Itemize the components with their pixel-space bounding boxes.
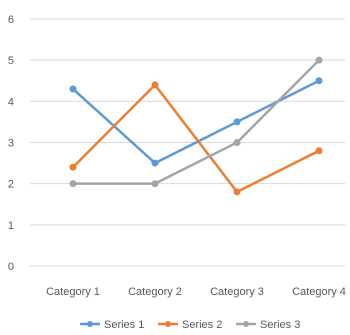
legend-entry: Series 2	[158, 319, 222, 331]
data-point	[233, 118, 241, 126]
data-point	[151, 159, 159, 167]
data-point	[233, 139, 241, 146]
data-point	[151, 180, 159, 188]
data-point	[315, 56, 323, 64]
series-line	[71, 83, 321, 194]
legend-swatch-marker	[87, 321, 93, 327]
y-tick-label: 5	[8, 55, 14, 67]
y-tick-label: 1	[8, 220, 14, 232]
data-point	[315, 77, 323, 85]
data-point	[69, 163, 77, 171]
y-tick-label: 2	[8, 179, 14, 191]
legend-swatch-marker	[165, 321, 171, 327]
y-axis-ticks: 0 1 2 3 4 5 6	[8, 14, 14, 273]
legend-entry: Series 1	[80, 319, 144, 331]
y-tick-label: 3	[8, 138, 14, 150]
series-3	[69, 56, 323, 188]
series-2	[69, 81, 323, 196]
legend-entry: Series 3	[236, 319, 300, 331]
legend-label: Series 2	[182, 319, 222, 331]
x-tick-label: Category 2	[128, 286, 182, 298]
legend-label: Series 1	[104, 319, 144, 331]
gridlines	[30, 18, 345, 267]
legend-swatch-marker	[243, 321, 249, 327]
data-point	[315, 147, 323, 155]
data-point	[233, 188, 241, 196]
data-point	[69, 85, 77, 93]
x-axis-ticks: Category 1 Category 2 Category 3 Category 4	[46, 286, 346, 298]
y-tick-label: 6	[8, 14, 14, 26]
series-line	[71, 58, 321, 185]
series-line	[71, 79, 321, 165]
legend-label: Series 3	[260, 319, 300, 331]
data-point	[151, 81, 159, 89]
x-tick-label: Category 4	[292, 286, 346, 298]
series-lines	[69, 56, 323, 196]
x-tick-label: Category 3	[210, 286, 264, 298]
y-tick-label: 0	[8, 261, 14, 273]
legend: Series 1 Series 2 Series 3	[80, 319, 300, 331]
y-tick-label: 4	[8, 96, 14, 108]
series-1	[69, 77, 323, 167]
data-point	[69, 180, 77, 188]
x-tick-label: Category 1	[46, 286, 100, 298]
